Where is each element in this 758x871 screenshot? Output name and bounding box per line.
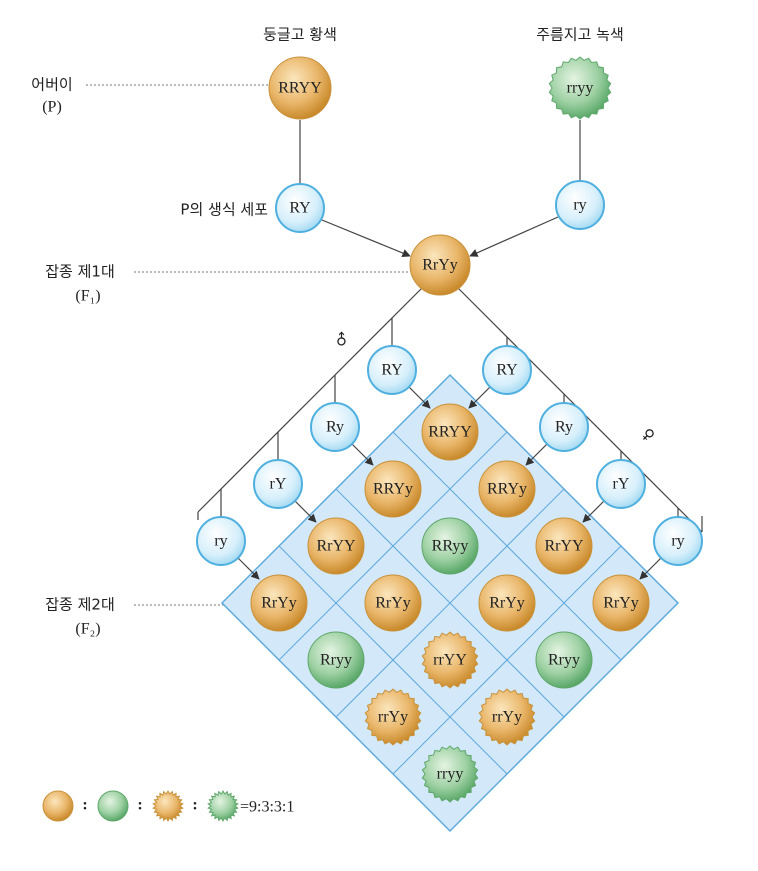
seed <box>421 403 479 461</box>
gamete-genotype: rY <box>270 476 287 493</box>
gamete <box>653 516 703 566</box>
arrow <box>321 219 411 258</box>
seed <box>250 574 308 632</box>
gamete-genotype: RY <box>496 362 518 379</box>
gamete-genotype: Ry <box>326 419 344 436</box>
genotype: rryy <box>567 80 594 97</box>
grid-line <box>392 545 622 775</box>
seed <box>409 234 471 296</box>
arrow <box>469 216 559 257</box>
gamete <box>596 459 646 509</box>
genotype: Rryy <box>548 652 580 669</box>
seed <box>421 517 479 575</box>
seed <box>592 574 650 632</box>
wrinkled-seed <box>207 789 239 823</box>
phenotype-label: 주름지고 녹색 <box>536 26 624 44</box>
grid-line <box>335 488 565 718</box>
wrinkled-seed <box>548 56 612 120</box>
grid-line <box>278 545 508 775</box>
seed <box>478 574 536 632</box>
genotype: rrYy <box>378 709 408 726</box>
wrinkled-seed <box>152 789 184 823</box>
genotype: rrYY <box>433 652 467 669</box>
genotype: RRYy <box>373 481 413 498</box>
arrow <box>294 500 317 523</box>
arrow <box>525 443 548 466</box>
gamete <box>482 345 532 395</box>
seed <box>535 517 593 575</box>
genotype: RrYY <box>544 538 584 555</box>
wrinkled-seed <box>364 688 422 746</box>
arrow <box>237 557 260 580</box>
male-symbol: ♂ <box>331 329 353 351</box>
wrinkled-seed <box>421 631 479 689</box>
genotype: RrYy <box>489 595 525 612</box>
gamete-genotype: ry <box>671 533 684 550</box>
female-symbol: ♀ <box>638 424 659 445</box>
generation-label: 어버이 <box>31 76 72 94</box>
seed <box>535 631 593 689</box>
generation-symbol: (F₁) <box>75 288 100 305</box>
genotype: rrYy <box>492 709 522 726</box>
gamete-genotype: RY <box>289 200 311 217</box>
connector <box>197 284 426 513</box>
gamete-genotype: ry <box>214 533 227 550</box>
gamete <box>367 345 417 395</box>
genotype: RrYy <box>603 595 639 612</box>
seed <box>307 631 365 689</box>
gamete <box>196 516 246 566</box>
legend-separator: : <box>137 797 142 814</box>
genotype: RRYy <box>487 481 527 498</box>
genotype: RRYY <box>428 424 472 441</box>
legend-ratio: =9:3:3:1 <box>240 799 294 816</box>
genotype: RRYY <box>278 80 322 97</box>
generation-label: 잡종 제1대 <box>45 263 115 281</box>
arrow <box>639 557 662 580</box>
phenotype-label: 둥글고 황색 <box>263 26 337 44</box>
genotype: RrYy <box>261 595 297 612</box>
gamete <box>275 183 325 233</box>
generation-symbol: (F₂) <box>75 621 100 638</box>
gamete-genotype: ry <box>573 197 586 214</box>
gamete-label: P의 생식 세포 <box>180 201 268 219</box>
seed <box>97 790 129 822</box>
gamete <box>539 402 589 452</box>
gamete-genotype: Ry <box>555 419 573 436</box>
gamete <box>555 180 605 230</box>
gamete-genotype: RY <box>381 362 403 379</box>
seed <box>364 574 422 632</box>
genotype: rryy <box>437 766 464 783</box>
genotype: RRyy <box>432 538 469 555</box>
gamete <box>310 402 360 452</box>
arrow <box>468 386 491 409</box>
legend-separator: : <box>82 797 87 814</box>
generation-symbol: (P) <box>42 99 62 116</box>
genotype: RrYy <box>422 257 458 274</box>
genotype: RrYy <box>375 595 411 612</box>
seed <box>307 517 365 575</box>
genotype: Rryy <box>320 652 352 669</box>
arrow <box>408 386 431 409</box>
generation-label: 잡종 제2대 <box>45 596 115 614</box>
arrow <box>582 500 605 523</box>
arrow <box>351 443 374 466</box>
wrinkled-seed <box>421 745 479 803</box>
seed <box>42 790 74 822</box>
gamete <box>253 459 303 509</box>
legend-separator: : <box>192 797 197 814</box>
seed <box>268 56 332 120</box>
genotype: RrYY <box>316 538 356 555</box>
seed <box>364 460 422 518</box>
wrinkled-seed <box>478 688 536 746</box>
seed <box>478 460 536 518</box>
gamete-genotype: rY <box>613 476 630 493</box>
